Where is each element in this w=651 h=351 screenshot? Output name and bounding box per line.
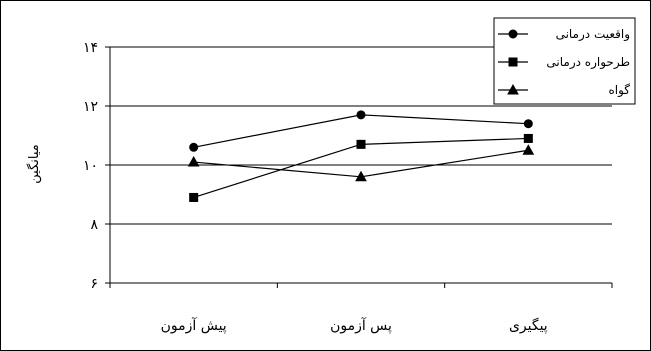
legend-label-1: واقعیت درمانی <box>556 27 630 42</box>
y-tick-label: ۶ <box>90 276 98 292</box>
x-category-label: پیگیری <box>509 317 548 334</box>
y-axis-label: میانگین <box>26 144 42 183</box>
axis-layer <box>105 46 613 288</box>
series-3-point <box>355 170 367 182</box>
y-tick-label: ۱۲ <box>83 99 98 115</box>
legend-label-3: گواه <box>608 83 630 98</box>
series-3-point <box>187 156 200 167</box>
y-tick-label: ۱۰ <box>83 158 98 174</box>
y-tick-label: ۱۴ <box>83 40 98 56</box>
legend-marker-2 <box>508 57 518 67</box>
x-category-label: پیش آزمون <box>161 317 227 334</box>
series-2-point <box>356 139 366 149</box>
legend-label-2: طرحواره درمانی <box>546 55 630 70</box>
series-1-point <box>523 119 533 129</box>
y-tick-label: ۸ <box>90 217 98 233</box>
series-2-point <box>523 133 533 143</box>
label-layer: میانگین ۶ ۸ ۱۰ ۱۲ ۱۴ پیش آزمون پس آزمون پیگیری <box>26 40 548 334</box>
x-category-label: پس آزمون <box>330 317 392 334</box>
legend-marker-3 <box>507 83 519 95</box>
legend-marker-1 <box>508 29 518 39</box>
series-1-point <box>356 110 366 120</box>
series-3-point <box>522 144 535 155</box>
legend: واقعیت درمانی طرحواره درمانی گواه <box>493 17 636 105</box>
series-layer <box>187 110 535 202</box>
series-1-point <box>189 142 199 152</box>
series-2-point <box>189 192 199 202</box>
